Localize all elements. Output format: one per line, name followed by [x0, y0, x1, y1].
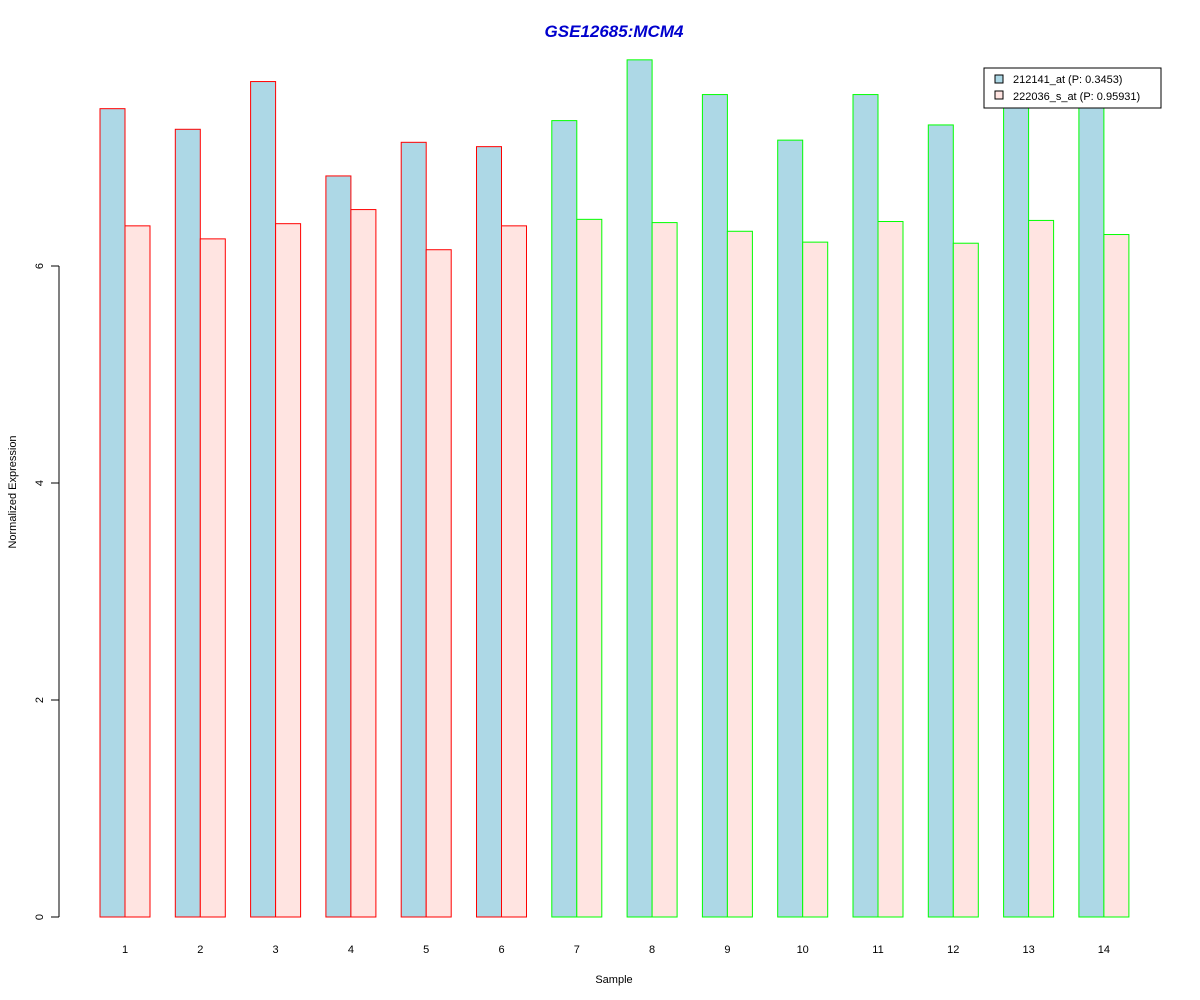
x-tick-label-14: 14 [1098, 944, 1110, 956]
bar-series-2-sample-4 [350, 209, 377, 918]
bars-group [99, 59, 1130, 918]
x-tick-label-8: 8 [649, 944, 655, 956]
bar-series-1-sample-12 [927, 124, 954, 918]
x-tick-label-1: 1 [122, 944, 128, 956]
y-axis: 0 2 4 6 [34, 263, 60, 920]
x-tick-label-11: 11 [872, 944, 883, 956]
legend-label-series-1: 212141_at (P: 0.3453) [1013, 74, 1122, 86]
y-axis-label: Normalized Expression [7, 435, 19, 548]
bar-series-1-sample-2 [174, 128, 201, 918]
y-tick-label-6: 6 [34, 263, 46, 269]
bar-series-1-sample-6 [476, 146, 502, 918]
bar-series-2-sample-13 [1028, 219, 1055, 918]
bar-series-2-sample-9 [726, 230, 753, 918]
x-tick-label-5: 5 [423, 944, 429, 956]
y-tick-label-2: 2 [34, 697, 46, 703]
bar-series-2-sample-2 [199, 238, 226, 918]
x-tick-label-12: 12 [947, 944, 959, 956]
bar-series-1-sample-5 [400, 141, 427, 918]
bar-series-2-sample-5 [425, 249, 452, 918]
y-tick-label-0: 0 [34, 914, 46, 920]
x-tick-label-13: 13 [1022, 944, 1034, 956]
bar-series-1-sample-8 [626, 59, 653, 918]
bar-series-1-sample-7 [551, 120, 578, 918]
bar-series-1-sample-9 [701, 94, 728, 918]
x-tick-label-10: 10 [797, 944, 809, 956]
bar-series-2-sample-8 [651, 222, 678, 918]
bar-series-1-sample-4 [325, 175, 352, 918]
legend-label-series-2: 222036_s_at (P: 0.95931) [1013, 91, 1140, 103]
x-tick-label-4: 4 [348, 944, 354, 956]
y-tick-label-4: 4 [34, 480, 46, 486]
bar-series-1-sample-1 [99, 108, 126, 918]
x-axis-label: Sample [595, 974, 632, 986]
x-tick-label-7: 7 [574, 944, 580, 956]
legend-swatch-series-1 [994, 74, 1004, 84]
bar-series-1-sample-11 [852, 94, 879, 918]
bar-series-2-sample-3 [275, 223, 302, 918]
bar-series-2-sample-7 [576, 218, 603, 918]
bar-series-2-sample-1 [124, 225, 151, 918]
bar-series-2-sample-12 [952, 242, 979, 918]
chart-title: GSE12685:MCM4 [545, 22, 684, 41]
bar-series-2-sample-14 [1103, 234, 1130, 918]
legend-swatch-series-2 [994, 90, 1004, 100]
bar-series-1-sample-3 [250, 81, 277, 918]
x-tick-label-9: 9 [724, 944, 730, 956]
bar-series-2-sample-10 [802, 241, 829, 918]
bar-series-2-sample-6 [501, 225, 527, 918]
bar-series-1-sample-13 [1003, 104, 1030, 918]
x-tick-label-3: 3 [273, 944, 279, 956]
bar-series-1-sample-10 [777, 139, 804, 918]
bar-series-1-sample-14 [1078, 102, 1105, 918]
legend: 212141_at (P: 0.3453) 222036_s_at (P: 0.… [983, 67, 1162, 109]
bar-series-2-sample-11 [877, 221, 904, 918]
x-tick-label-6: 6 [498, 944, 504, 956]
x-tick-labels: 1 2 3 4 5 6 7 8 9 10 11 12 13 14 [122, 944, 1110, 956]
x-tick-label-2: 2 [197, 944, 203, 956]
legend-box [983, 67, 1162, 109]
